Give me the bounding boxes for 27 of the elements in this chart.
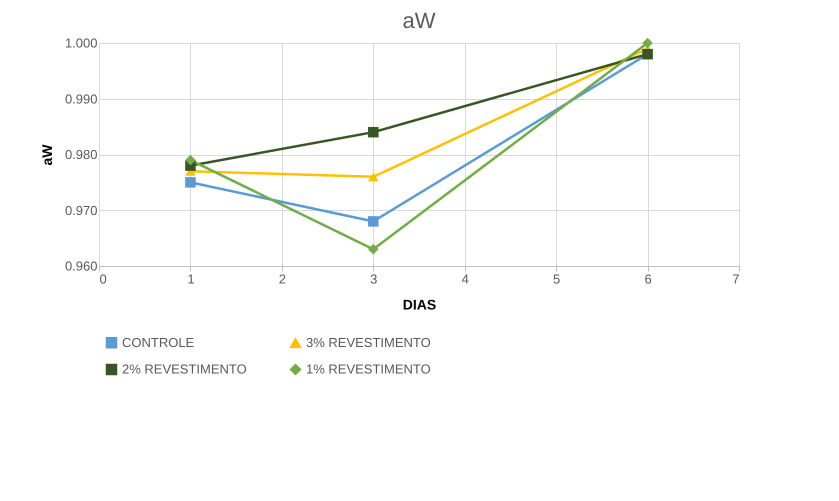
- point: [642, 38, 653, 48]
- y-tick-label: 1.000: [64, 36, 98, 50]
- chart-title: aW: [402, 8, 436, 33]
- point: [185, 154, 196, 166]
- y-tick-label: 0.980: [64, 147, 98, 162]
- legend-label: CONTROLE: [122, 334, 195, 350]
- legend-label: 3% REVESTIMENTO: [306, 335, 431, 350]
- y-tick-label: 0.960: [64, 258, 98, 274]
- point: [185, 177, 196, 188]
- point: [368, 216, 379, 227]
- point: [368, 172, 379, 182]
- x-tick-label: 1: [187, 272, 195, 286]
- x-tick-label: 4: [462, 272, 469, 286]
- legend-label: 2% REVESTIMENTO: [122, 362, 247, 376]
- x-tick-label: 0: [100, 272, 107, 286]
- x-tick-label: 2: [278, 272, 286, 286]
- x-tick-label: 7: [732, 272, 740, 286]
- point: [368, 244, 379, 255]
- y-tick-label: 0.970: [64, 202, 98, 218]
- x-tick-label: 3: [370, 272, 378, 286]
- y-axis-title: aW: [38, 144, 55, 166]
- x-tick-label: 6: [644, 272, 652, 286]
- y-tick-label: 0.990: [64, 91, 98, 106]
- x-tick-label: 5: [553, 272, 560, 286]
- legend-label: 1% REVESTIMENTO: [306, 362, 431, 376]
- point: [368, 126, 379, 138]
- x-axis-title: DIAS: [402, 296, 436, 312]
